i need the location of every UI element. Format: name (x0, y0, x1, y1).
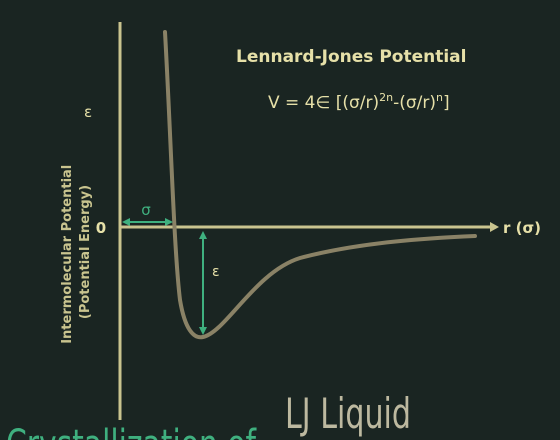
y-axis-label-line2: (Potential Energy) (78, 185, 93, 319)
y-axis-label: Intermolecular Potential (Potential Ener… (60, 160, 93, 344)
y-zero-label: 0 (96, 219, 106, 237)
chart-title: Lennard-Jones Potential (236, 47, 466, 67)
formula-exp1: 2n (379, 91, 393, 104)
formula-close: ] (443, 93, 450, 113)
sigma-arrow (122, 218, 173, 226)
formula-open: [(σ/r) (330, 93, 379, 113)
y-axis-label-line1: Intermolecular Potential (60, 165, 75, 344)
epsilon-well-label: ε (212, 264, 220, 280)
x-axis-arrowhead (490, 222, 499, 232)
epsilon-arrow (199, 231, 207, 335)
lj-formula: V = 4∈ [(σ/r)2n-(σ/r)n] (268, 91, 450, 113)
formula-middle: -(σ/r) (393, 93, 436, 113)
formula-prefix: V = 4 (268, 93, 316, 113)
sigma-label: σ (141, 201, 151, 219)
bottom-title-text: Crystallization of (6, 422, 257, 440)
formula-exp2: n (436, 91, 443, 104)
y-axis-epsilon-label: ε (84, 103, 92, 121)
lj-liquid-caption: LJ Liquid (285, 389, 411, 438)
potential-curve (163, 30, 477, 340)
formula-epsilon: ∈ (316, 93, 331, 113)
x-axis-label: r (σ) (503, 219, 541, 237)
